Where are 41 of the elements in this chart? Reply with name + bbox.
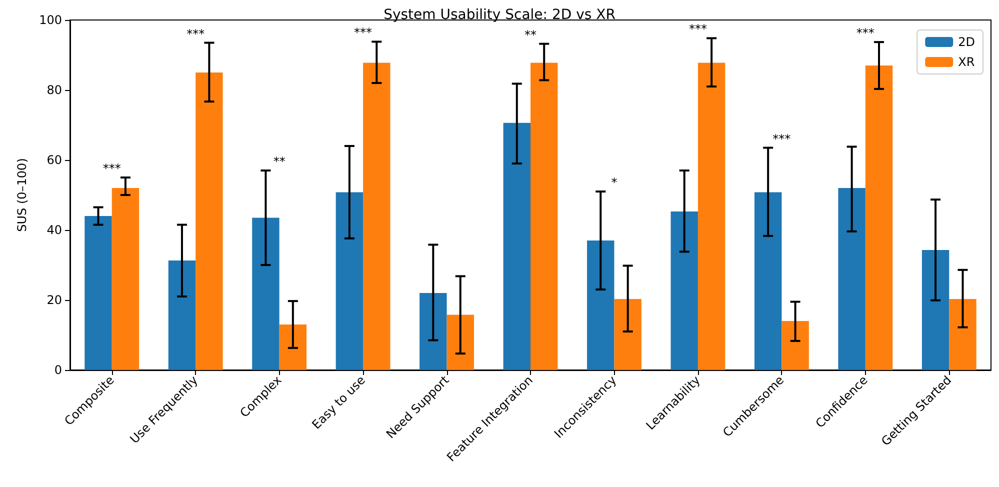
bar [698, 62, 726, 370]
bar [587, 240, 614, 370]
annotation: *** [856, 26, 874, 40]
annotation: *** [354, 26, 372, 40]
bar [279, 324, 307, 370]
chart-title: System Usability Scale: 2D vs XR [384, 7, 616, 23]
bar [670, 211, 698, 370]
y-tick-label: 20 [46, 293, 62, 307]
annotation: *** [688, 22, 707, 36]
annotation: *** [102, 162, 121, 176]
bar [112, 188, 140, 370]
legend-label: XR [958, 55, 975, 69]
y-tick-label: 100 [39, 13, 62, 27]
annotation: * [611, 176, 618, 190]
bar [614, 298, 642, 370]
annotation: ** [524, 28, 536, 42]
bar [838, 188, 866, 370]
y-tick-label: 80 [46, 83, 62, 97]
bar [168, 260, 196, 370]
bar [782, 321, 809, 370]
bar [530, 62, 558, 370]
bar [196, 72, 223, 370]
bar [949, 298, 976, 370]
bar [865, 66, 893, 370]
annotation: ** [273, 154, 286, 168]
bar [363, 62, 390, 370]
bar [922, 250, 950, 370]
bar [420, 293, 447, 370]
y-axis-title: SUS (0–100) [15, 158, 30, 232]
bar [84, 216, 112, 370]
y-tick-label: 60 [46, 153, 62, 167]
bar [336, 192, 364, 370]
legend-label: 2D [958, 35, 975, 49]
bar [446, 314, 474, 370]
y-tick-label: 40 [46, 223, 62, 237]
annotation: *** [772, 132, 791, 146]
bar [503, 122, 530, 370]
bar [252, 218, 280, 370]
y-tick-label: 0 [54, 363, 62, 377]
bar [754, 192, 782, 370]
annotation: *** [186, 26, 205, 41]
